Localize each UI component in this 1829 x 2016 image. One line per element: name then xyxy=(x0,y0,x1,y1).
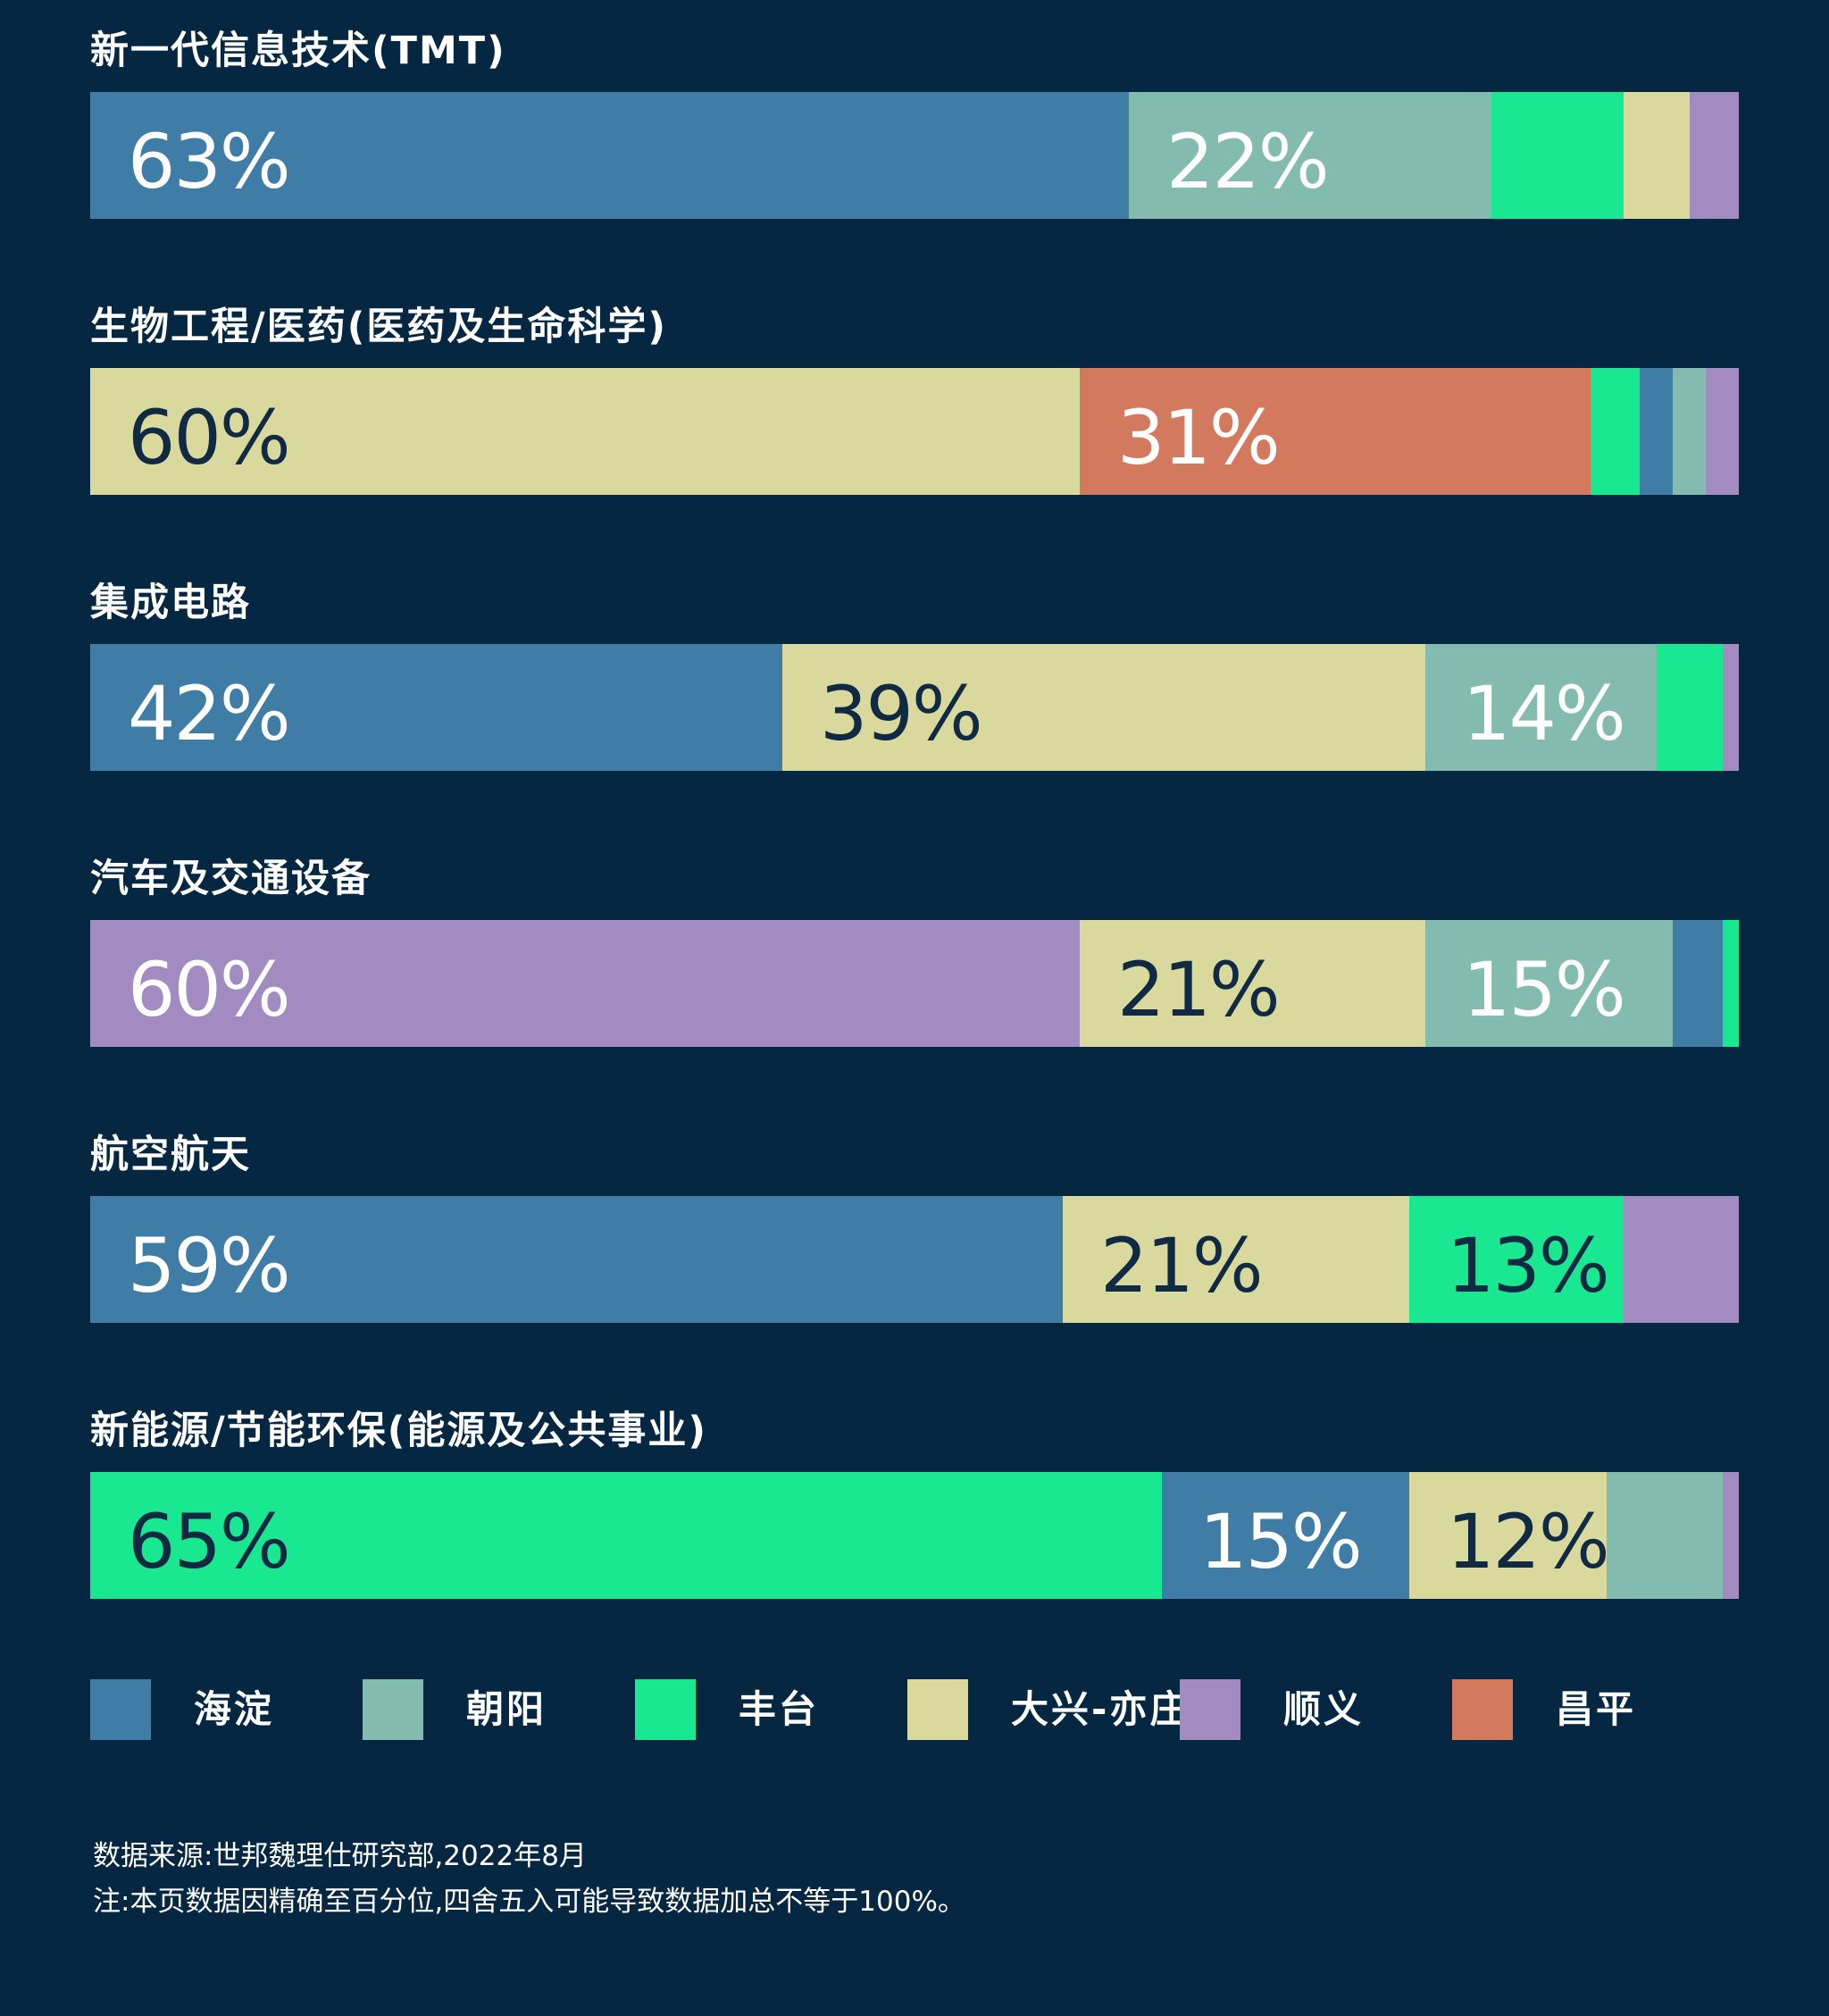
data-label: 42% xyxy=(128,670,291,757)
rounding-note: 注:本页数据因精确至百分位,四舍五入可能导致数据加总不等于100%。 xyxy=(93,1886,965,1918)
data-label: 13% xyxy=(1447,1222,1610,1309)
bar-segment-chaoyang xyxy=(1425,920,1673,1047)
stacked-bar: 42% 39% 14% xyxy=(90,644,1739,771)
stacked-bar: 63% 22% xyxy=(90,92,1739,219)
legend-label: 昌平 xyxy=(1556,1687,1637,1731)
bar-segment-shunyi xyxy=(1706,368,1739,495)
bar-segment-chaoyang xyxy=(1607,1472,1723,1599)
bar-segment-daxing xyxy=(1624,92,1690,219)
legend-swatch xyxy=(363,1679,423,1740)
bar-segment-haidian xyxy=(1162,1472,1409,1599)
bar-segment-fengtai xyxy=(90,1472,1162,1599)
stacked-bar: 59% 21% 13% xyxy=(90,1196,1739,1323)
data-label: 21% xyxy=(1100,1222,1264,1309)
data-label: 60% xyxy=(128,946,291,1033)
data-label: 60% xyxy=(128,394,291,481)
category-title: 集成电路 xyxy=(90,581,251,625)
bar-segment-haidian xyxy=(90,92,1129,219)
bar-segment-daxing xyxy=(1080,920,1425,1047)
bar-segment-shunyi xyxy=(1690,92,1739,219)
legend-swatch xyxy=(635,1679,696,1740)
category-title: 新能源/节能环保(能源及公共事业) xyxy=(90,1409,708,1453)
category-title: 航空航天 xyxy=(90,1133,251,1177)
legend-label: 朝阳 xyxy=(466,1687,547,1731)
data-label: 22% xyxy=(1166,118,1330,205)
legend-label: 海淀 xyxy=(194,1687,275,1731)
category-title: 汽车及交通设备 xyxy=(90,857,372,901)
stacked-bar: 65% 15% 12% xyxy=(90,1472,1739,1599)
bar-segment-haidian xyxy=(1640,368,1673,495)
legend-swatch xyxy=(90,1679,151,1740)
bar-segment-haidian xyxy=(90,1196,1063,1323)
bar-segment-shunyi xyxy=(90,920,1080,1047)
bar-segment-fengtai xyxy=(1657,644,1723,771)
legend-swatch xyxy=(1452,1679,1513,1740)
bar-segment-haidian xyxy=(90,644,782,771)
category-title: 生物工程/医药(医药及生命科学) xyxy=(90,305,668,349)
bar-segment-chaoyang xyxy=(1673,368,1706,495)
legend-label: 顺义 xyxy=(1283,1687,1365,1731)
data-label: 21% xyxy=(1117,946,1281,1033)
data-label: 15% xyxy=(1463,946,1626,1033)
bar-segment-chaoyang xyxy=(1129,92,1491,219)
bar-segment-fengtai xyxy=(1591,368,1640,495)
stacked-bar: 60% 31% xyxy=(90,368,1739,495)
legend-swatch xyxy=(907,1679,968,1740)
bar-segment-fengtai xyxy=(1723,920,1739,1047)
bar-segment-daxing xyxy=(1409,1472,1607,1599)
legend-label: 大兴-亦庄 xyxy=(1011,1687,1190,1731)
bar-segment-daxing xyxy=(1063,1196,1409,1323)
stacked-bar-chart: 新一代信息技术(TMT) 63% 22% 生物工程/医药(医药及生命科学) 60% 31%… xyxy=(90,29,1739,1599)
bar-segment-shunyi xyxy=(1723,644,1739,771)
legend-swatch xyxy=(1180,1679,1240,1740)
bar-segment-haidian xyxy=(1673,920,1723,1047)
category-title: 新一代信息技术(TMT) xyxy=(90,29,506,73)
bar-segment-fengtai xyxy=(1409,1196,1624,1323)
bar-segment-daxing xyxy=(90,368,1080,495)
data-label: 65% xyxy=(128,1498,291,1585)
data-label: 31% xyxy=(1117,394,1281,481)
legend-label: 丰台 xyxy=(739,1687,820,1731)
bar-segment-shunyi xyxy=(1624,1196,1739,1323)
legend: 海淀 朝阳 丰台 大兴-亦庄 顺义 昌平 xyxy=(0,1679,1829,1742)
data-label: 12% xyxy=(1447,1498,1610,1585)
bar-segment-chaoyang xyxy=(1425,644,1657,771)
bar-segment-shunyi xyxy=(1723,1472,1739,1599)
data-label: 14% xyxy=(1463,670,1626,757)
bar-segment-changping xyxy=(1080,368,1591,495)
data-label: 63% xyxy=(128,118,291,205)
bar-segment-fengtai xyxy=(1491,92,1624,219)
data-label: 59% xyxy=(128,1222,291,1309)
data-label: 39% xyxy=(820,670,983,757)
bar-segment-daxing xyxy=(782,644,1425,771)
data-source-note: 数据来源:世邦魏理仕研究部,2022年8月 xyxy=(93,1840,587,1872)
stacked-bar: 60% 21% 15% xyxy=(90,920,1739,1047)
data-label: 15% xyxy=(1199,1498,1363,1585)
